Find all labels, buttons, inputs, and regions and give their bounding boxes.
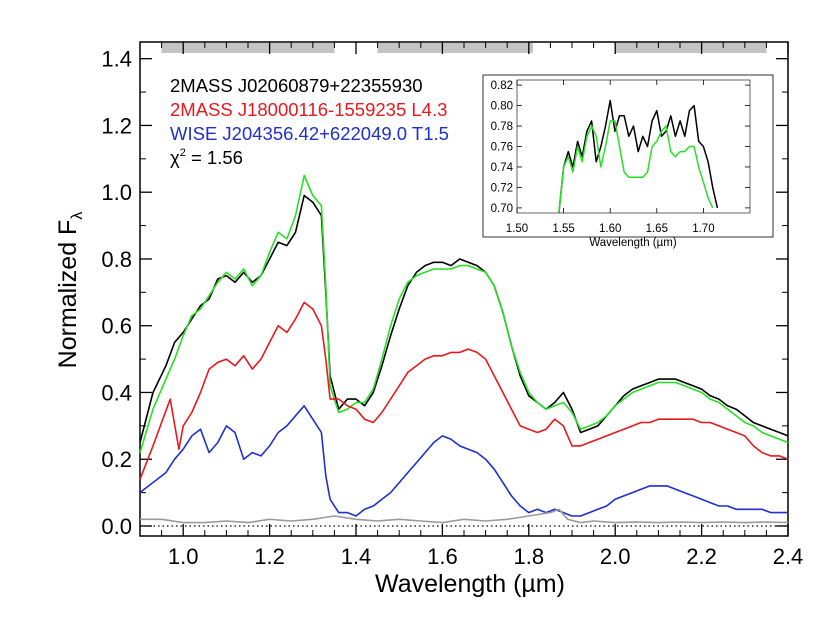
inset-x-tick-label: 1.55 — [552, 223, 574, 235]
y-tick-label: 0.0 — [101, 514, 132, 539]
x-tick-label: 1.4 — [341, 544, 372, 569]
inset-series-line-0 — [558, 99, 719, 214]
x-tick-label: 2.4 — [773, 544, 804, 569]
telluric-band-1 — [377, 43, 534, 53]
inset-x-tick-label: 1.65 — [646, 223, 668, 235]
series-line-4 — [140, 508, 789, 524]
x-tick-label: 1.0 — [168, 544, 199, 569]
main-axis-ticks — [140, 42, 789, 536]
main-tick-labels: 1.0 1.2 1.4 1.6 1.8 2.0 2.2 2.4 0.0 0.2 0.4 0.6 0.8 1… — [101, 47, 803, 569]
chi-squared-label: χ2 = 1.56 — [170, 147, 243, 168]
x-tick-label: 1.8 — [514, 544, 545, 569]
inset-y-tick-label: 0.72 — [491, 182, 513, 194]
x-tick-label: 2.2 — [686, 544, 717, 569]
inset-y-tick-label: 0.74 — [491, 162, 514, 174]
inset-x-tick-label: 1.60 — [599, 223, 621, 235]
telluric-band-2 — [615, 43, 767, 53]
inset-x-tick-label: 1.70 — [692, 223, 714, 235]
main-series-group — [139, 174, 789, 524]
y-tick-label: 0.4 — [101, 380, 132, 405]
chi-exponent: 2 — [180, 147, 186, 159]
legend: 2MASS J02060879+22355930 2MASS J18000116… — [170, 75, 449, 168]
inset-chart: 1.50 1.55 1.60 1.65 1.70 0.70 0.72 0.74 0.76 0.78… — [482, 74, 774, 249]
y-tick-label: 1.2 — [101, 113, 132, 138]
y-tick-label: 0.8 — [101, 247, 132, 272]
x-tick-label: 1.6 — [427, 544, 458, 569]
legend-entry-2: WISE J204356.42+622049.0 T1.5 — [170, 123, 449, 144]
inset-y-tick-label: 0.82 — [491, 80, 513, 92]
inset-axis-ticks — [516, 80, 750, 213]
x-axis-label: Wavelength (µm) — [375, 570, 565, 598]
inset-y-tick-label: 0.76 — [491, 142, 513, 154]
y-axis-label-main: Normalized F — [54, 220, 82, 369]
inset-y-tick-label: 0.78 — [491, 121, 513, 133]
inset-x-tick-label: 1.50 — [506, 223, 528, 235]
legend-entry-1: 2MASS J18000116-1559235 L4.3 — [170, 99, 447, 120]
series-line-0 — [139, 194, 789, 443]
y-tick-label: 0.6 — [101, 314, 132, 339]
chi-value: = 1.56 — [186, 147, 243, 168]
y-tick-label: 0.2 — [101, 447, 132, 472]
inset-y-tick-label: 0.80 — [491, 101, 513, 113]
x-tick-label: 2.0 — [600, 544, 631, 569]
chi-symbol: χ — [170, 147, 180, 168]
y-tick-label: 1.4 — [101, 47, 132, 72]
inset-tick-labels: 1.50 1.55 1.60 1.65 1.70 0.70 0.72 0.74 0.76 0.78… — [491, 80, 715, 235]
inset-series-group — [558, 99, 719, 214]
x-tick-label: 1.2 — [254, 544, 285, 569]
legend-entry-0: 2MASS J02060879+22355930 — [170, 75, 423, 96]
y-axis-label-sub: λ — [69, 212, 86, 220]
series-line-1 — [139, 174, 789, 453]
y-axis-label: Normalized Fλ — [54, 212, 86, 369]
inset-series-line-1 — [558, 120, 714, 214]
series-line-2 — [139, 301, 789, 480]
inset-y-tick-label: 0.70 — [491, 203, 513, 215]
series-line-3 — [139, 404, 788, 517]
inset-x-axis-label: Wavelength (µm) — [589, 237, 677, 249]
inset-outer-frame — [482, 74, 774, 238]
y-tick-label: 1.0 — [101, 180, 132, 205]
